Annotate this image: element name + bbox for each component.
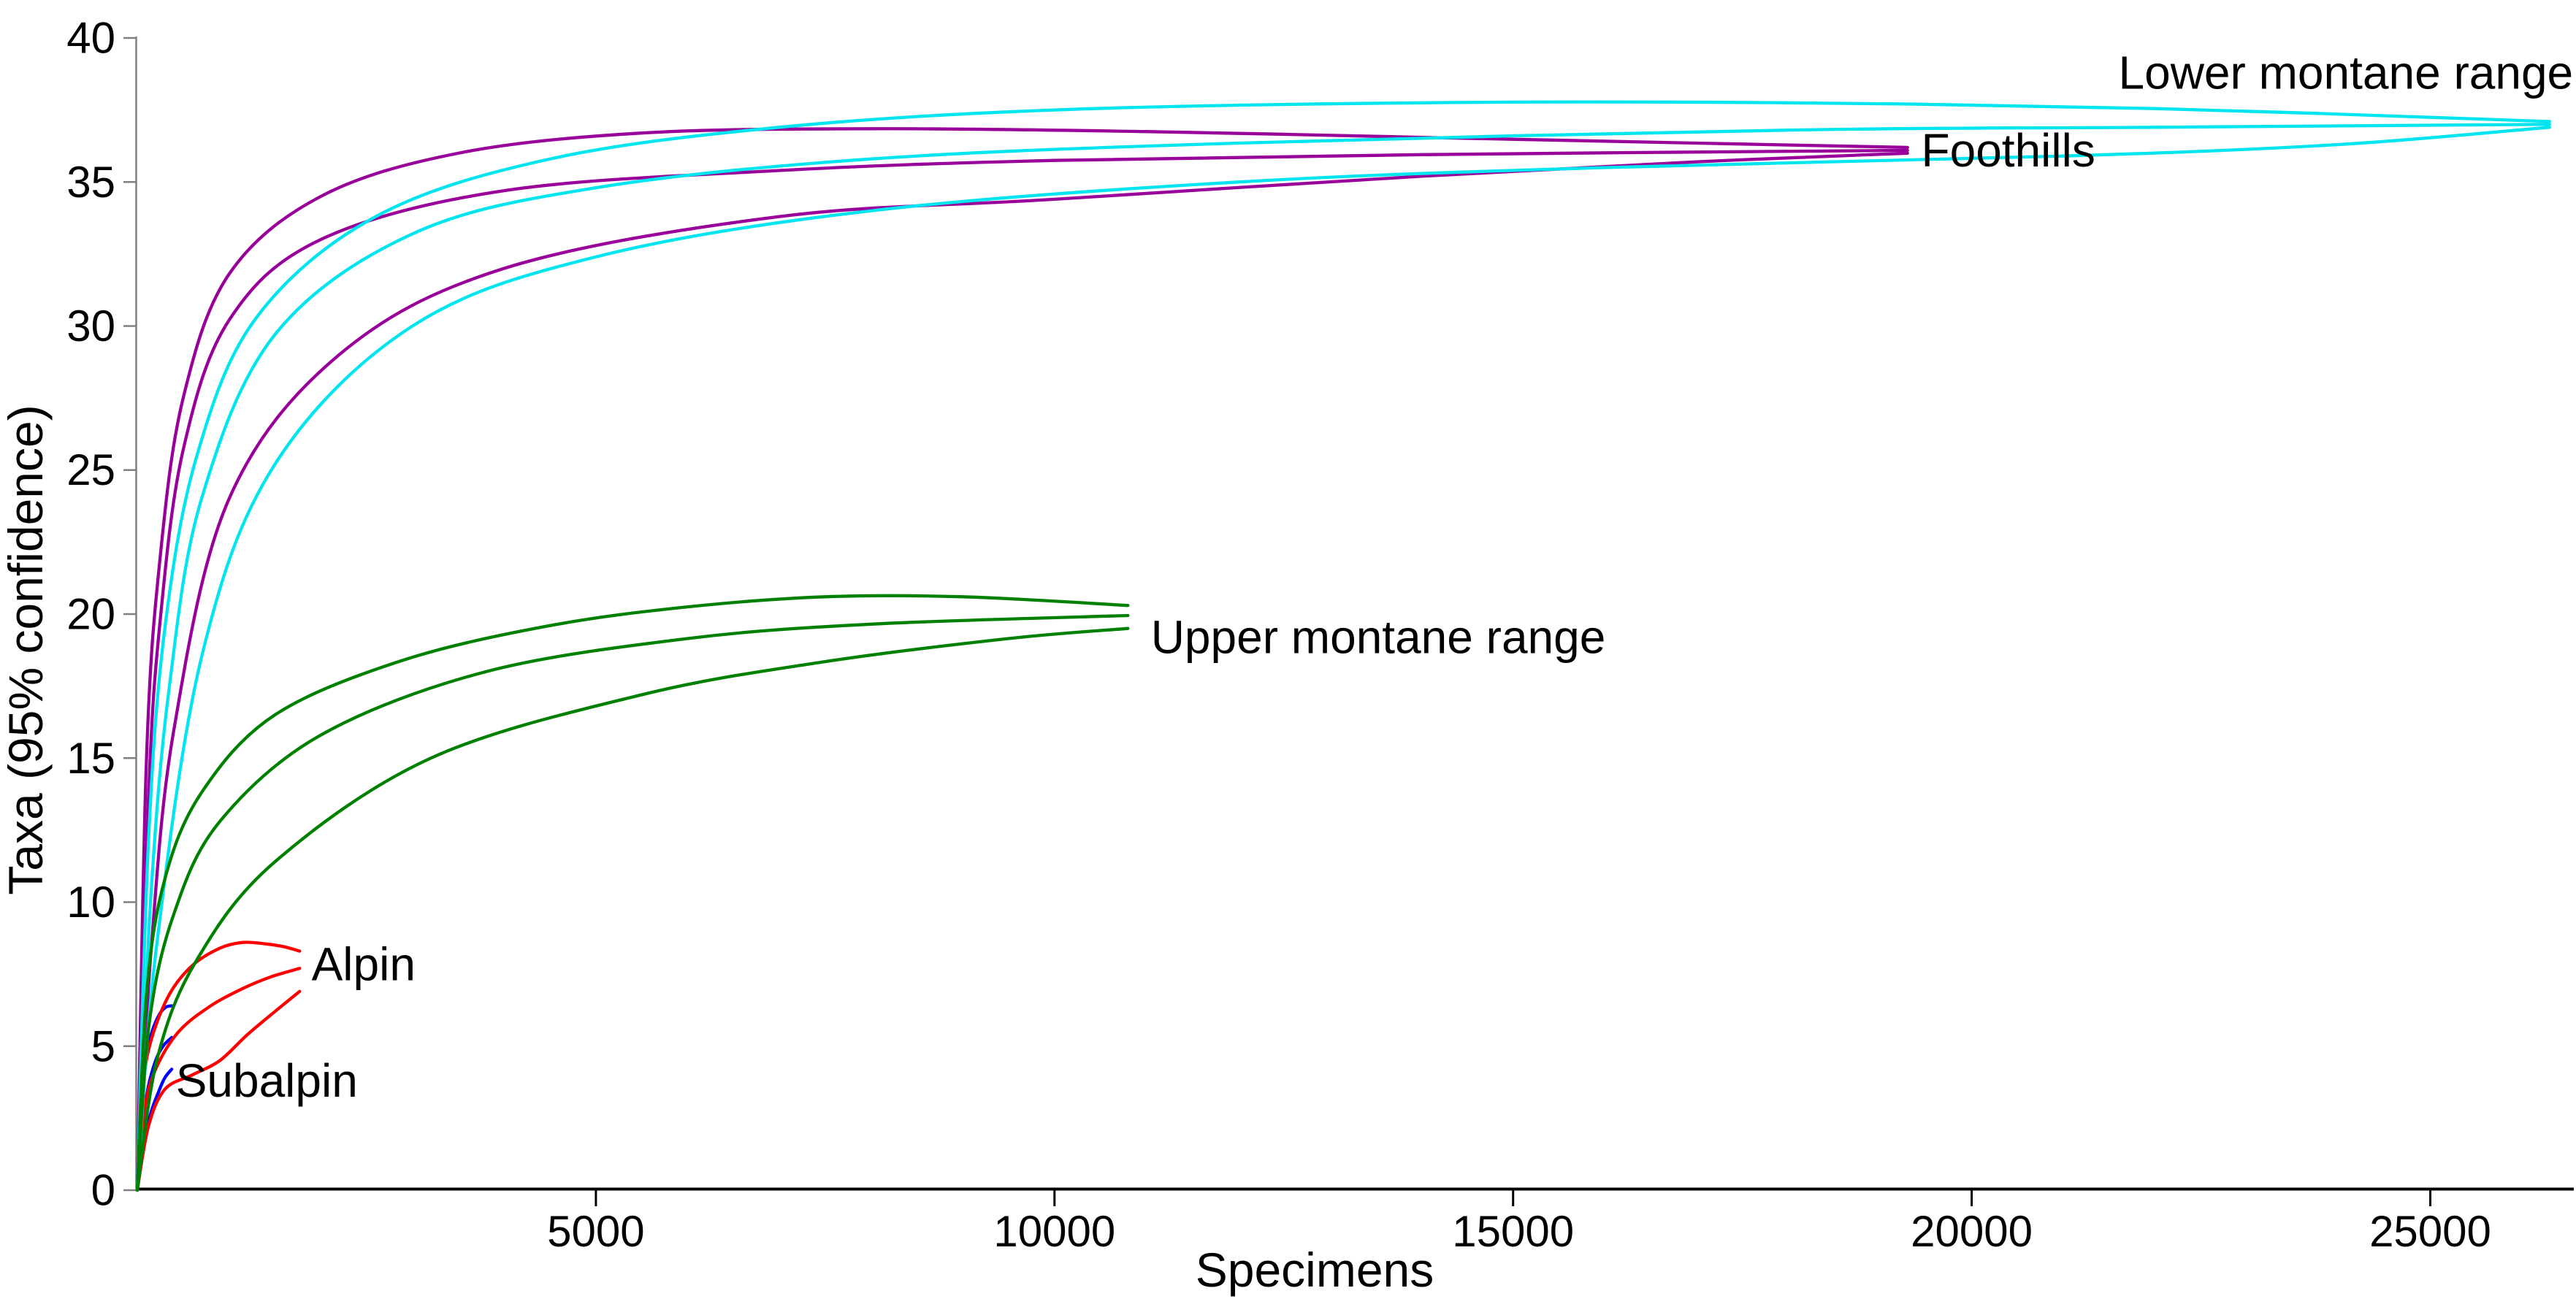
y-axis-title: Taxa (95% confidence) bbox=[0, 405, 53, 894]
curve-upper-montane-range-lower bbox=[135, 626, 1130, 1192]
y-tick-label-15: 15 bbox=[66, 734, 115, 783]
y-tick-label-20: 20 bbox=[66, 590, 115, 639]
axes bbox=[135, 37, 2574, 1191]
series-label-lower-montane-range: Lower montane range bbox=[2119, 46, 2574, 99]
series-label-upper-montane-range: Upper montane range bbox=[1151, 611, 1606, 664]
x-axis-ticks: 5000 10000 15000 20000 25000 bbox=[547, 1189, 2491, 1256]
y-tick-label-5: 5 bbox=[91, 1022, 115, 1070]
curve-foothills-mean bbox=[135, 148, 1909, 1192]
curve-lower-montane-range-lower bbox=[135, 126, 2551, 1192]
curve-upper-montane-range-upper bbox=[135, 594, 1130, 1192]
curve-alpin-mean bbox=[135, 967, 302, 1192]
y-tick-label-0: 0 bbox=[91, 1166, 115, 1215]
y-tick-label-25: 25 bbox=[66, 445, 115, 494]
curve-alpin-lower bbox=[135, 989, 302, 1192]
x-tick-label-10000: 10000 bbox=[993, 1207, 1115, 1256]
series-label-alpin: Alpin bbox=[312, 938, 416, 990]
curve-upper-montane-range-mean bbox=[135, 613, 1130, 1192]
y-tick-label-35: 35 bbox=[66, 158, 115, 207]
x-tick-label-5000: 5000 bbox=[547, 1207, 644, 1256]
x-tick-label-15000: 15000 bbox=[1452, 1207, 1574, 1256]
y-axis-ticks: 0 5 10 15 20 25 30 35 40 bbox=[66, 14, 136, 1215]
series-labels: Subalpin Alpin Foothills Lower montane rang… bbox=[176, 46, 2573, 1107]
series-label-foothills: Foothills bbox=[1922, 124, 2095, 177]
curve-lower-montane-range-mean bbox=[135, 123, 2551, 1192]
curve-lower-montane-range-upper bbox=[135, 100, 2551, 1192]
y-tick-label-40: 40 bbox=[66, 14, 115, 63]
x-tick-label-25000: 25000 bbox=[2369, 1207, 2491, 1256]
curve-foothills-lower bbox=[135, 151, 1909, 1192]
x-axis-title: Specimens bbox=[1196, 1243, 1434, 1297]
series-curves bbox=[135, 100, 2551, 1192]
series-label-subalpin: Subalpin bbox=[176, 1054, 358, 1107]
y-tick-label-10: 10 bbox=[66, 878, 115, 927]
x-tick-label-20000: 20000 bbox=[1911, 1207, 2033, 1256]
y-tick-label-30: 30 bbox=[66, 302, 115, 350]
